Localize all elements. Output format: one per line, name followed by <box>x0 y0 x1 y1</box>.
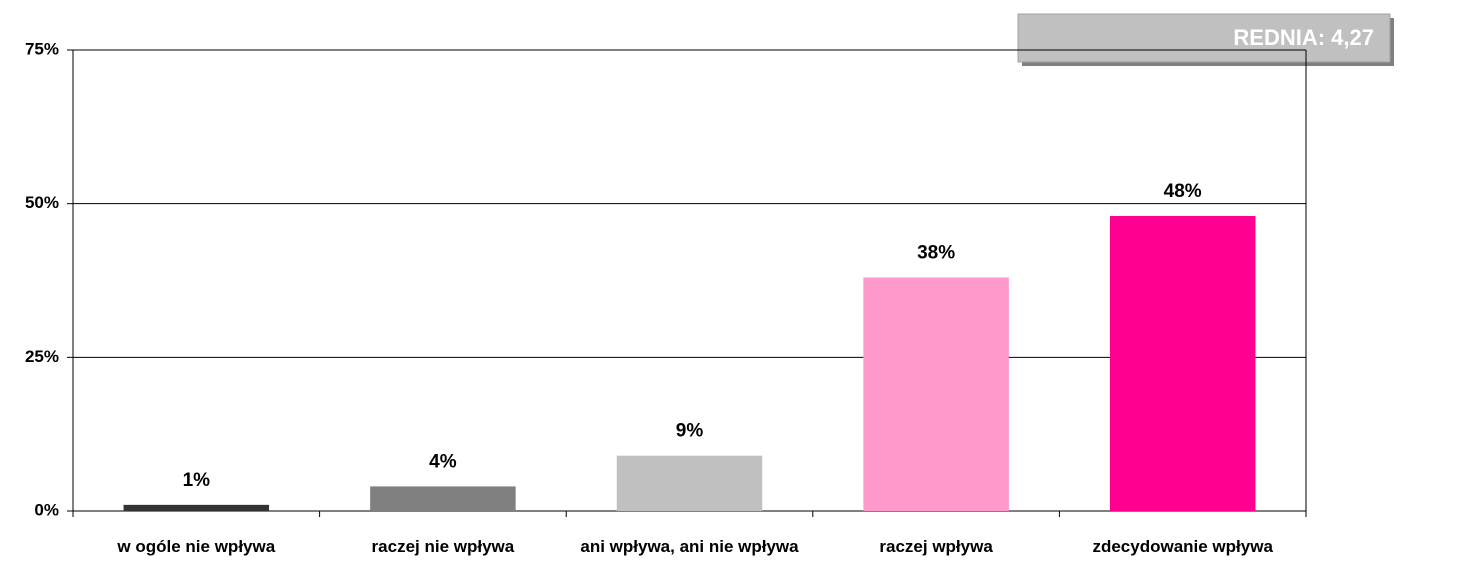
y-tick-label: 75% <box>25 39 59 58</box>
annotation: REDNIA: 4,27 <box>1233 25 1374 50</box>
x-tick-label: w ogóle nie wpływa <box>117 537 276 556</box>
bar <box>123 504 270 511</box>
data-label: 48% <box>1164 181 1202 202</box>
annotation-box <box>1017 13 1391 63</box>
data-label: 1% <box>183 470 211 491</box>
x-tick-label: zdecydowanie wpływa <box>1092 537 1273 556</box>
data-label: 9% <box>676 421 704 442</box>
bar <box>616 455 763 511</box>
bar <box>863 277 1009 511</box>
bar <box>1109 215 1256 511</box>
y-tick-label: 50% <box>25 193 59 212</box>
x-tick-label: raczej wpływa <box>879 537 993 556</box>
data-label: 38% <box>917 242 955 263</box>
y-tick-label: 25% <box>25 347 59 366</box>
data-label: 4% <box>429 451 457 472</box>
x-tick-label: raczej nie wpływa <box>371 537 515 556</box>
y-tick-label: 0% <box>34 500 59 519</box>
bar <box>370 486 516 511</box>
x-tick-label: ani wpływa, ani nie wpływa <box>580 537 799 556</box>
